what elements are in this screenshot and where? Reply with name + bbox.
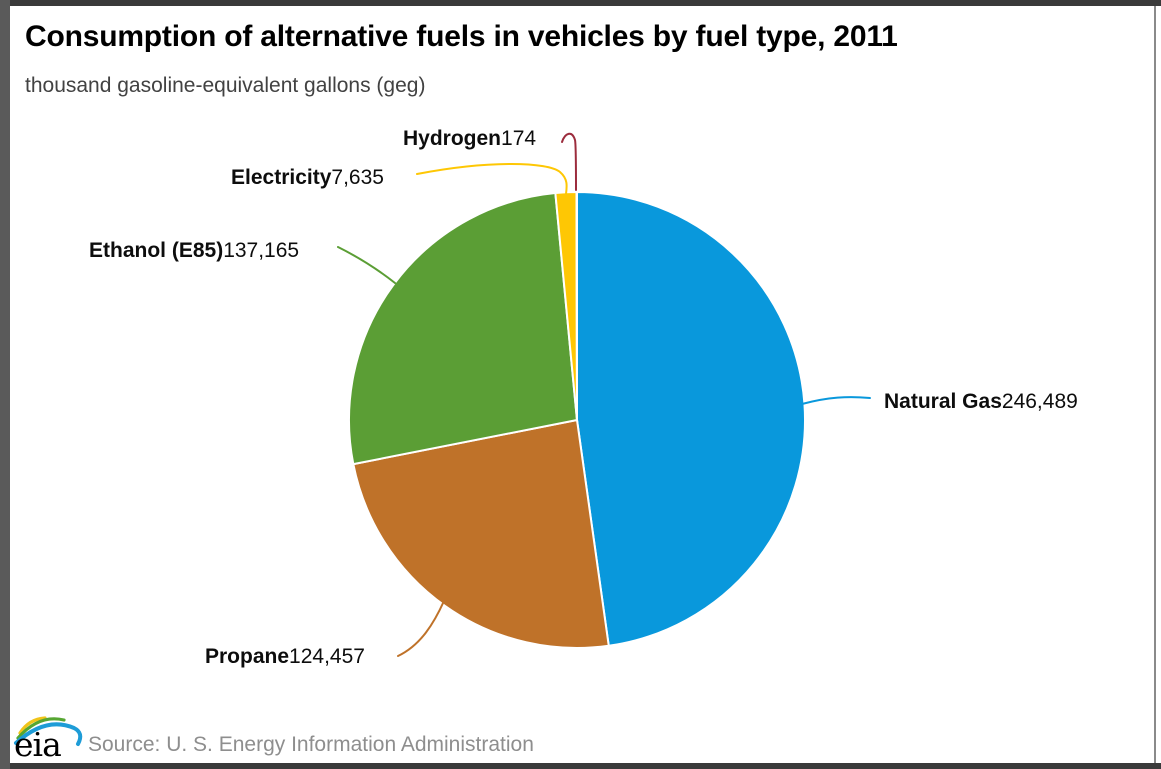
chart-subtitle: thousand gasoline-equivalent gallons (ge… (25, 74, 426, 97)
footer: eia Source: U. S. Energy Information Adm… (0, 705, 1161, 764)
hydrogen-callout-line (561, 132, 577, 191)
right-border-line (1154, 6, 1156, 763)
pie-label-propane: Propane124,457 (205, 645, 365, 668)
pie-slice-natural-gas (576, 191, 806, 647)
pie-label-natural-gas: Natural Gas246,489 (884, 390, 1078, 413)
slice-name: Propane (205, 645, 290, 668)
eia-logo-blue-swoosh (14, 722, 83, 746)
source-attribution: Source: U. S. Energy Information Adminis… (88, 733, 534, 756)
slice-name: Natural Gas (884, 390, 1002, 413)
propane-callout-line (397, 600, 445, 657)
slice-value: 124,457 (289, 645, 365, 668)
slice-value: 137,165 (223, 239, 300, 262)
eia-logo-green-swoosh (16, 717, 66, 740)
pie-label-electricity: Electricity7,635 (231, 166, 384, 189)
bottom-border-bar (10, 763, 1161, 769)
pie-label-ethanol: Ethanol (E85)137,165 (89, 239, 299, 262)
ethanol-callout-line (337, 246, 396, 284)
pie-label-hydrogen: Hydrogen174 (403, 127, 536, 150)
slice-value: 246,489 (1001, 390, 1078, 413)
left-border-strip (0, 0, 10, 769)
natural-gas-callout-line (801, 396, 871, 405)
pie-slice-propane (352, 419, 610, 649)
electricity-callout-line (416, 163, 568, 195)
eia-logo (14, 716, 83, 746)
top-border-bar (10, 0, 1161, 6)
chart-title: Consumption of alternative fuels in vehi… (25, 20, 898, 53)
slice-value: 7,635 (331, 166, 384, 189)
slice-name: Electricity (231, 166, 332, 189)
slice-name: Ethanol (E85) (89, 239, 224, 262)
pie-slice-ethanol-e85 (348, 192, 578, 466)
slice-value: 174 (501, 127, 537, 150)
eia-logo-text: eia (14, 725, 62, 764)
eia-logo-yellow-swoosh (18, 716, 47, 735)
pie-slices-group (348, 190, 806, 649)
callout-lines-group (337, 132, 871, 657)
slice-name: Hydrogen (403, 127, 502, 150)
